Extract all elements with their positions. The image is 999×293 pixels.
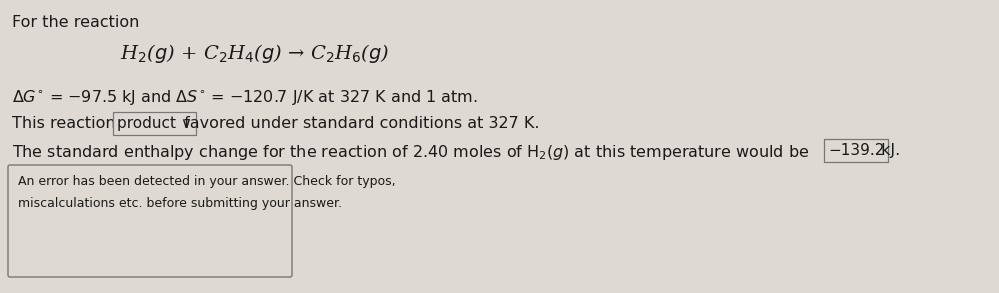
Text: kJ.: kJ. bbox=[876, 143, 900, 158]
Text: H$_2$($g$) + C$_2$H$_4$($g$) → C$_2$H$_6$($g$): H$_2$($g$) + C$_2$H$_4$($g$) → C$_2$H$_6… bbox=[120, 42, 390, 65]
Text: miscalculations etc. before submitting your answer.: miscalculations etc. before submitting y… bbox=[18, 197, 342, 210]
Text: An error has been detected in your answer. Check for typos,: An error has been detected in your answe… bbox=[18, 175, 396, 188]
FancyBboxPatch shape bbox=[8, 165, 292, 277]
Text: $\Delta G^{\circ}$ = −97.5 kJ and $\Delta S^{\circ}$ = −120.7 J/K at 327 K and 1: $\Delta G^{\circ}$ = −97.5 kJ and $\Delt… bbox=[12, 88, 478, 107]
Text: For the reaction: For the reaction bbox=[12, 15, 140, 30]
Text: favored under standard conditions at 327 K.: favored under standard conditions at 327… bbox=[179, 116, 539, 131]
Text: product ∨: product ∨ bbox=[117, 116, 192, 131]
Text: The standard enthalpy change for the reaction of 2.40 moles of H$_2$($g$) at thi: The standard enthalpy change for the rea… bbox=[12, 143, 810, 162]
Text: −139.2: −139.2 bbox=[828, 143, 884, 158]
Text: This reaction is: This reaction is bbox=[12, 116, 139, 131]
